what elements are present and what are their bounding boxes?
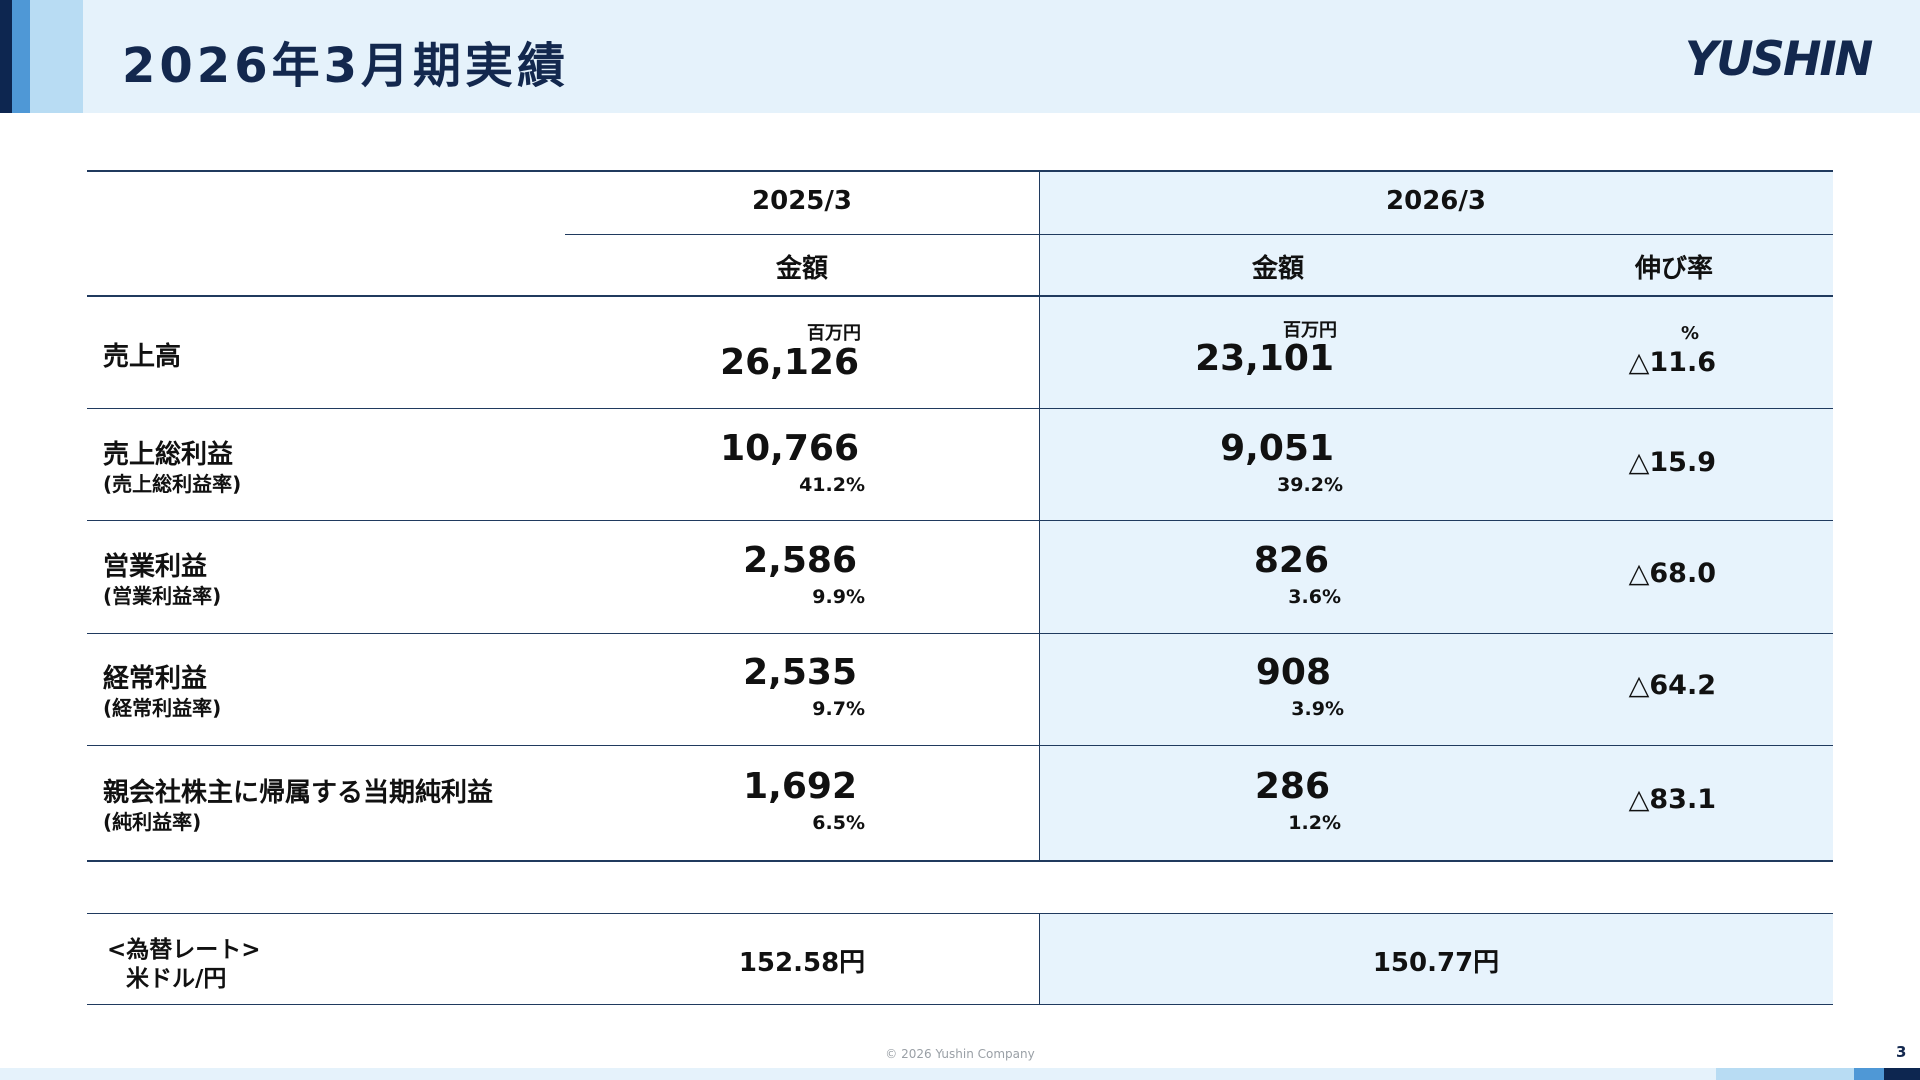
value-gross-profit-2026: 9,051 — [1220, 428, 1334, 469]
company-logo: YUSHIN — [1684, 32, 1873, 87]
value-sales-2026: 23,101 — [1195, 338, 1334, 379]
growth-net-income: △83.1 — [1628, 784, 1716, 815]
fx-label: <為替レート> — [107, 937, 261, 963]
value-operating-profit-2025: 2,586 — [743, 540, 857, 581]
col-header-2026: 2026/3 — [1386, 186, 1486, 216]
row-rule-3 — [87, 633, 1833, 634]
header-accent-dark — [0, 0, 12, 113]
header-bar: 2026年3月期実績 YUSHIN — [0, 0, 1920, 113]
subheader-growth: 伸び率 — [1634, 254, 1714, 284]
rate-net-margin-2025: 6.5% — [812, 812, 865, 834]
value-net-income-2026: 286 — [1254, 766, 1330, 807]
table-top-rule — [87, 170, 1833, 172]
row-rule-4 — [87, 745, 1833, 746]
rate-operating-margin-2026: 3.6% — [1288, 586, 1341, 608]
value-ordinary-profit-2026: 908 — [1255, 652, 1331, 693]
row-rule-2 — [87, 520, 1833, 521]
footer-bar-mid — [1716, 1068, 1854, 1080]
value-ordinary-profit-2025: 2,535 — [743, 652, 857, 693]
fx-currency-pair: 米ドル/円 — [126, 966, 227, 992]
growth-sales: △11.6 — [1628, 347, 1716, 378]
footer-bar-accent — [1854, 1068, 1884, 1080]
rate-net-margin-2026: 1.2% — [1288, 812, 1341, 834]
value-operating-profit-2026: 826 — [1253, 540, 1329, 581]
unit-million-yen-2025: 百万円 — [807, 323, 861, 344]
value-gross-profit-2025: 10,766 — [720, 428, 859, 469]
fx-rate-2025: 152.58円 — [738, 948, 866, 978]
rate-ordinary-margin-2025: 9.7% — [812, 698, 865, 720]
row-label-ordinary-profit: 経常利益 — [103, 664, 208, 694]
footer-bar-light — [0, 1068, 1716, 1080]
subheader-amount-2026: 金額 — [1251, 254, 1305, 284]
header-mid-rule — [565, 234, 1833, 235]
unit-percent: % — [1681, 323, 1700, 344]
rate-ordinary-margin-2026: 3.9% — [1291, 698, 1344, 720]
value-net-income-2025: 1,692 — [743, 766, 857, 807]
rate-operating-margin-2025: 9.9% — [812, 586, 865, 608]
col-header-2025: 2025/3 — [752, 186, 852, 216]
fx-2026-shade — [1040, 914, 1833, 1005]
growth-gross-profit: △15.9 — [1628, 447, 1716, 478]
rate-gross-margin-2026: 39.2% — [1277, 474, 1343, 496]
row-label-operating-profit: 営業利益 — [103, 552, 208, 582]
header-bottom-rule — [87, 295, 1833, 297]
table-bottom-rule — [87, 860, 1833, 862]
value-sales-2025: 26,126 — [720, 342, 859, 383]
row-label-sales: 売上高 — [103, 342, 182, 372]
header-accent-light — [30, 0, 83, 113]
copyright: © 2026 Yushin Company — [885, 1047, 1035, 1061]
header-accent-mid — [12, 0, 30, 113]
footer-bar-dark — [1884, 1068, 1920, 1080]
growth-operating-profit: △68.0 — [1628, 558, 1716, 589]
col-divider — [1039, 171, 1040, 861]
page-number: 3 — [1896, 1043, 1907, 1061]
subheader-amount-2025: 金額 — [775, 254, 829, 284]
page-title: 2026年3月期実績 — [122, 38, 569, 94]
fx-bottom-rule — [87, 1004, 1833, 1005]
fx-rate-2026: 150.77円 — [1372, 948, 1500, 978]
row-label-net-income: 親会社株主に帰属する当期純利益 — [103, 778, 494, 808]
col-2026-shade — [1040, 171, 1833, 862]
fx-col-divider — [1039, 914, 1040, 1005]
row-sublabel-operating-margin: (営業利益率) — [103, 584, 222, 608]
row-label-gross-profit: 売上総利益 — [103, 440, 234, 470]
unit-million-yen-2026: 百万円 — [1283, 320, 1337, 341]
row-sublabel-ordinary-margin: (経常利益率) — [103, 696, 222, 720]
row-sublabel-net-margin: (純利益率) — [103, 810, 202, 834]
row-rule-1 — [87, 408, 1833, 409]
rate-gross-margin-2025: 41.2% — [799, 474, 865, 496]
growth-ordinary-profit: △64.2 — [1628, 670, 1716, 701]
row-sublabel-gross-margin: (売上総利益率) — [103, 472, 242, 496]
fx-top-rule — [87, 913, 1833, 914]
